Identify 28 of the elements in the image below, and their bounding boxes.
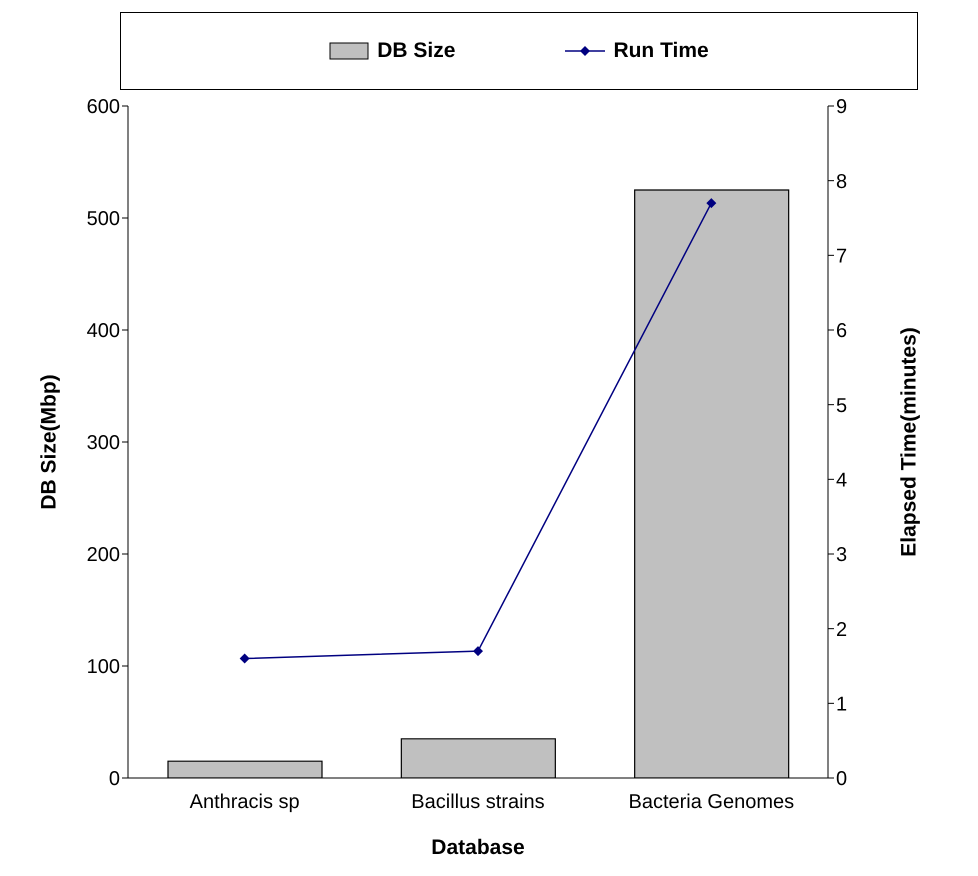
y2-tick-label: 4 [836, 469, 848, 492]
y2-tick-label: 6 [836, 320, 848, 342]
y2-tick-label: 0 [836, 768, 848, 790]
point [706, 198, 716, 208]
y2-tick-label: 1 [836, 693, 848, 716]
legend-label: Run Time [613, 39, 709, 63]
y-tick-label: 500 [86, 208, 120, 230]
x-tick-label: Bacillus strains [411, 791, 545, 814]
y2-tick-label: 3 [836, 544, 848, 566]
y-tick-label: 300 [86, 432, 120, 454]
point [240, 654, 250, 664]
y-tick-label: 200 [86, 544, 120, 566]
y-tick-label: 100 [86, 656, 120, 678]
x-axis-title: Database [431, 836, 525, 859]
y2-tick-label: 8 [836, 170, 848, 193]
legend-label: DB Size [377, 39, 456, 63]
y2-tick-label: 7 [836, 245, 848, 268]
y2-tick-label: 2 [836, 618, 848, 641]
y-tick-label: 400 [86, 320, 120, 342]
x-tick-label: Anthracis sp [190, 791, 300, 814]
y2-axis-title: Elapsed Time(minutes) [897, 327, 920, 557]
y2-tick-label: 5 [836, 394, 848, 417]
y2-tick-label: 9 [836, 96, 848, 118]
y-tick-label: 600 [86, 96, 120, 118]
y-axis-title: DB Size(Mbp) [37, 374, 60, 510]
x-tick-label: Bacteria Genomes [628, 791, 794, 814]
y-tick-label: 0 [108, 768, 120, 790]
point [473, 646, 483, 656]
